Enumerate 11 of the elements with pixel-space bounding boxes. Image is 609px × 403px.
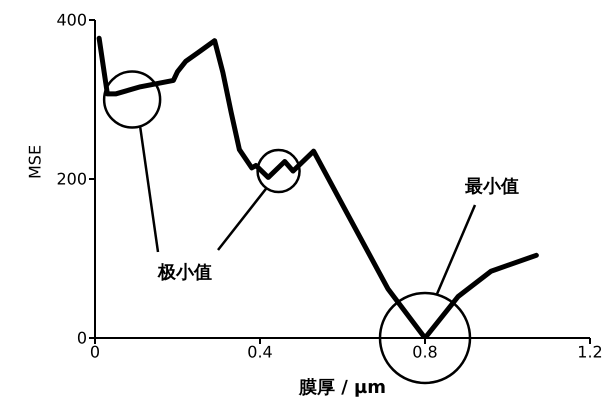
- y-tick-label: 400: [56, 10, 87, 30]
- x-tick-label: 1.2: [577, 342, 603, 362]
- y-tick-label: 200: [56, 170, 87, 189]
- x-axis-title: 膜厚 / μm: [298, 376, 386, 398]
- x-tick-label: 0: [90, 342, 100, 362]
- annotation: 极小值: [157, 262, 212, 283]
- y-axis-title: MSE: [26, 144, 45, 179]
- y-tick-label: 0: [76, 328, 87, 348]
- annotation: 最小值: [464, 176, 519, 197]
- x-tick-label: 0.8: [412, 342, 438, 362]
- x-tick-label: 0.4: [247, 342, 273, 362]
